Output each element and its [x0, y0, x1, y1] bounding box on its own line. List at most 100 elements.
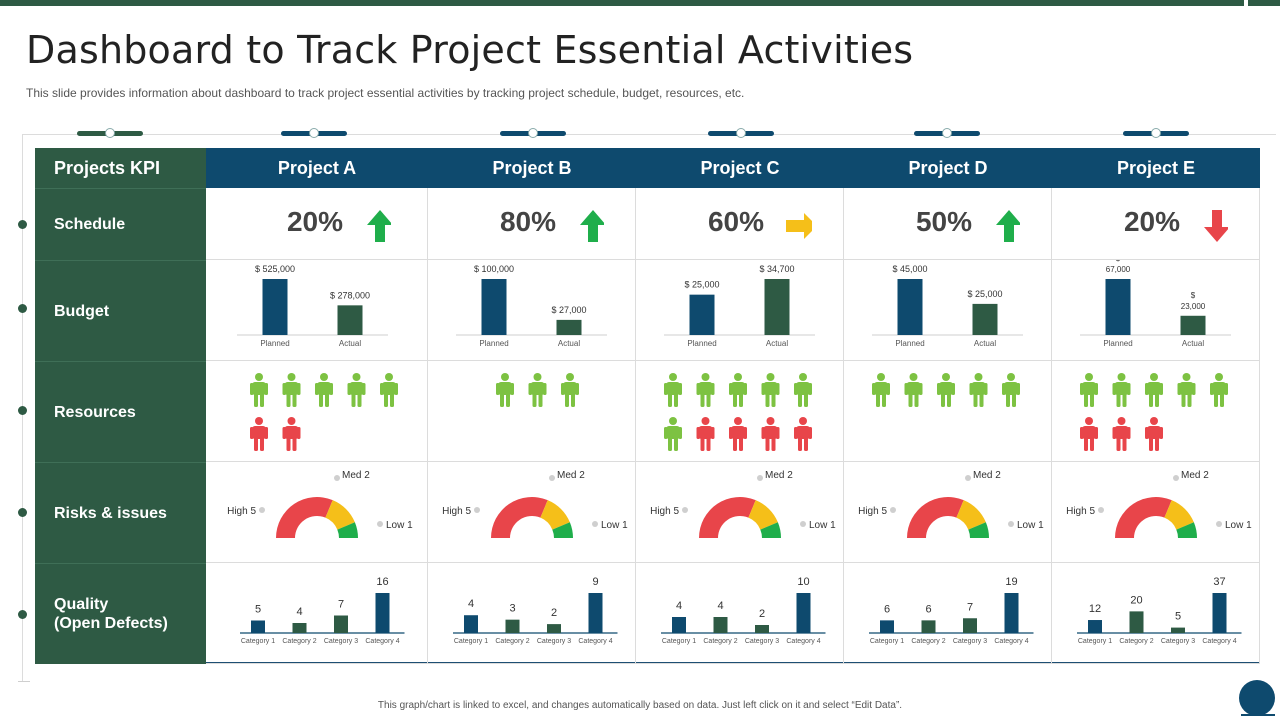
row-bullet-dot: [18, 304, 27, 313]
quality-bar: [505, 619, 520, 633]
quality-category-label: Category 3: [745, 638, 779, 645]
gauge-label-med: Med 2: [342, 470, 370, 481]
budget-category-label: Planned: [1103, 339, 1132, 348]
risks-cell-chart: High 5 Med 2 Low 1: [650, 470, 836, 538]
timeline-marker: [1123, 128, 1189, 138]
person-icon: [250, 373, 268, 407]
quality-value-label: 7: [338, 599, 344, 611]
person-icon: [1002, 373, 1020, 407]
timeline-marker-dot: [309, 128, 319, 138]
arrow-up-icon: [996, 210, 1020, 242]
quality-cell: 5 Category 1 4 Category 2 7 Category 3 16 Categ…: [206, 563, 428, 664]
budget-bar: [262, 279, 288, 335]
budget-value-label: $ 34,700: [759, 264, 794, 274]
budget-cell: $ 100,000 Planned $ 27,000 Actual: [428, 260, 636, 361]
project-header: Project E: [1052, 148, 1260, 188]
budget-bar: [481, 279, 507, 335]
quality-label-line2: (Open Defects): [54, 615, 168, 632]
quality-value-label: 10: [797, 576, 809, 588]
gauge-label-low: Low 1: [601, 520, 628, 531]
quality-value-label: 4: [468, 598, 474, 610]
budget-value-label: $ 25,000: [967, 289, 1002, 299]
quality-category-label: Category 2: [282, 638, 316, 645]
resources-cell-chart: [250, 373, 398, 451]
quality-cell-chart: 6 Category 1 6 Category 2 7 Category 3 19 Categ…: [869, 576, 1034, 645]
person-icon: [729, 373, 747, 407]
slide-subtitle: This slide provides information about da…: [26, 86, 745, 100]
quality-cell-chart: 4 Category 1 4 Category 2 2 Category 3 10 Categ…: [661, 576, 826, 645]
schedule-percent: 20%: [1123, 206, 1180, 237]
row-bullet-dot: [18, 610, 27, 619]
quality-bar: [251, 620, 265, 633]
gauge-segment: [337, 522, 358, 538]
budget-value-label: $ 100,000: [474, 264, 514, 274]
risks-cell-chart: High 5 Med 2 Low 1: [442, 470, 628, 538]
arrow-right-icon: [786, 213, 812, 239]
gauge-segment: [1164, 500, 1194, 530]
quality-value-label: 9: [592, 576, 598, 588]
budget-cell-chart: $ 525,000 Planned $ 278,000 Actual: [237, 264, 388, 348]
quality-value-label: 6: [925, 603, 931, 615]
person-icon: [496, 373, 514, 407]
row-label-budget: Budget: [35, 260, 206, 361]
quality-label-line1: Quality: [54, 596, 109, 613]
row-bullet-dot: [18, 406, 27, 415]
budget-category-label: Planned: [260, 339, 289, 348]
quality-bar: [921, 620, 936, 633]
quality-bar: [713, 617, 728, 633]
arrow-up-icon: [580, 210, 604, 242]
kpi-grid: Projects KPI Schedule Budget Resources R…: [35, 148, 1260, 664]
gauge-segment: [491, 497, 548, 538]
budget-value-label: $: [1191, 291, 1196, 300]
resources-cell-chart: [664, 373, 812, 451]
budget-bar: [1105, 279, 1131, 335]
budget-value-label: $ 27,000: [551, 305, 586, 315]
gauge-segment: [968, 522, 989, 538]
quality-bar: [963, 618, 977, 633]
resources-cell: [428, 361, 636, 462]
timeline-marker: [281, 128, 347, 138]
risks-cell: High 5 Med 2 Low 1: [844, 462, 1052, 563]
timeline-marker-dot: [528, 128, 538, 138]
budget-value-label: $ 25,000: [684, 280, 719, 290]
gauge-segment: [699, 497, 756, 538]
schedule-cell: 60%: [636, 188, 844, 260]
gauge-label-low: Low 1: [809, 520, 836, 531]
gauge-segment: [325, 500, 355, 530]
quality-cell-chart: 4 Category 1 3 Category 2 2 Category 3 9 Catego…: [453, 576, 618, 645]
person-icon: [1145, 373, 1163, 407]
schedule-percent: 80%: [499, 206, 556, 237]
resources-cell: [636, 361, 844, 462]
person-icon: [969, 373, 988, 407]
budget-value-label: $ 525,000: [255, 264, 295, 274]
quality-bar: [1129, 611, 1144, 633]
budget-bar: [689, 294, 715, 335]
timeline-marker: [500, 128, 566, 138]
budget-category-label: Planned: [479, 339, 508, 348]
quality-bar: [1004, 593, 1019, 633]
quality-bar: [796, 593, 811, 633]
timeline-marker-dot: [736, 128, 746, 138]
quality-category-label: Category 1: [662, 638, 696, 645]
budget-category-label: Planned: [895, 339, 924, 348]
person-icon: [282, 417, 301, 451]
quality-category-label: Category 1: [870, 638, 904, 645]
person-icon: [696, 417, 715, 451]
gauge-segment: [552, 522, 573, 538]
timeline-marker-dot: [1151, 128, 1161, 138]
gauge-label-med: Med 2: [973, 470, 1001, 481]
schedule-cell: 80%: [428, 188, 636, 260]
quality-bar: [1212, 593, 1227, 633]
quality-category-label: Category 4: [994, 638, 1028, 645]
timeline-marker: [77, 128, 143, 138]
quality-category-label: Category 3: [1161, 638, 1195, 645]
budget-value-label: $: [1116, 260, 1121, 263]
quality-cell: 4 Category 1 4 Category 2 2 Category 3 10 Categ…: [636, 563, 844, 664]
gauge-label-med: Med 2: [557, 470, 585, 481]
arrow-up-icon: [367, 210, 391, 242]
person-icon: [696, 373, 715, 407]
budget-bar: [897, 279, 923, 335]
corner-circle-icon: [1239, 680, 1275, 716]
quality-bar: [588, 593, 603, 633]
budget-cell-chart: $67,000 Planned $23,000 Actual: [1080, 260, 1231, 348]
